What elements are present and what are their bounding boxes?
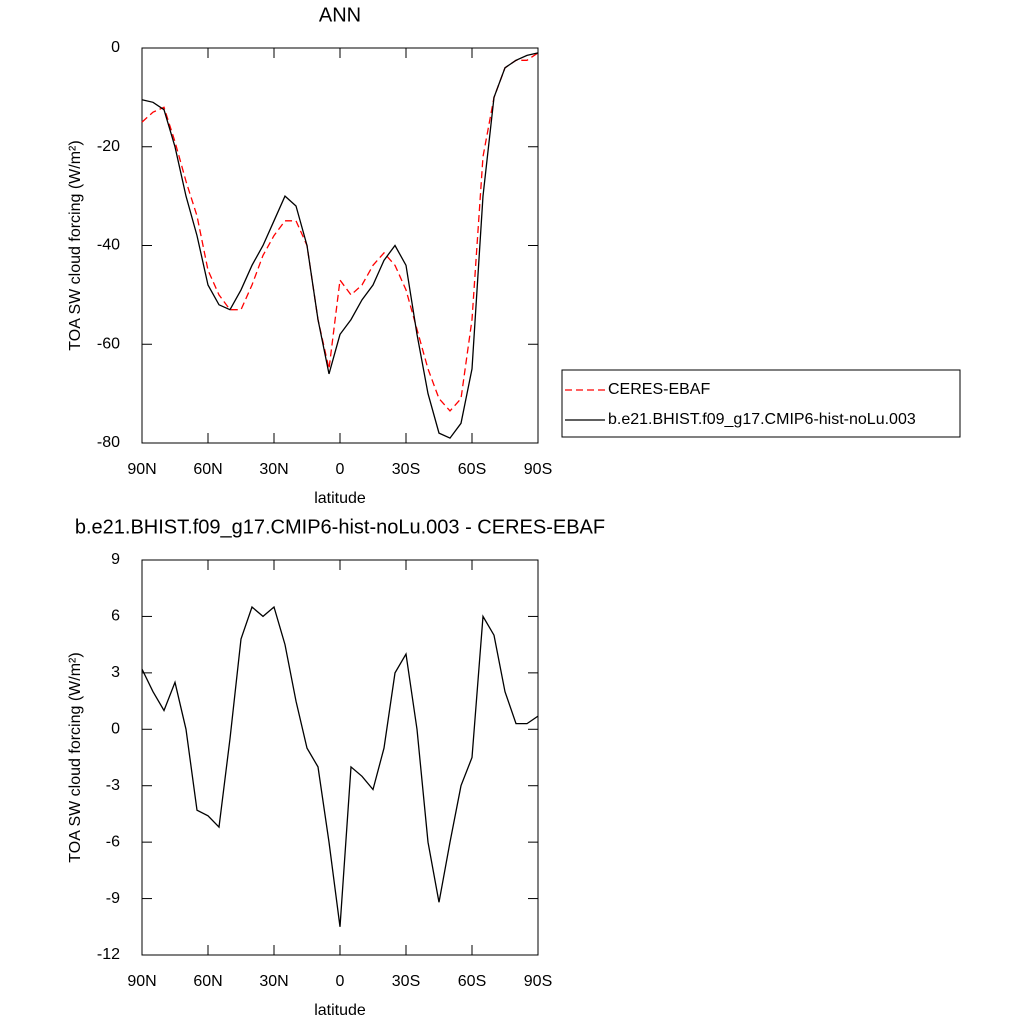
x-tick-label: 30S bbox=[392, 461, 420, 478]
y-axis-label: TOA SW cloud forcing (W/m²) bbox=[67, 652, 84, 862]
chart-title: b.e21.BHIST.f09_g17.CMIP6-hist-noLu.003 … bbox=[75, 516, 605, 538]
x-tick-label: 30N bbox=[259, 973, 288, 990]
x-axis-label: latitude bbox=[314, 490, 366, 507]
legend-label: b.e21.BHIST.f09_g17.CMIP6-hist-noLu.003 bbox=[608, 411, 916, 428]
y-tick-label: 0 bbox=[111, 39, 120, 56]
x-tick-label: 60S bbox=[458, 973, 486, 990]
legend-box bbox=[561, 369, 961, 438]
x-tick-label: 0 bbox=[336, 461, 345, 478]
x-tick-label: 90S bbox=[524, 461, 552, 478]
data-line bbox=[141, 605, 539, 927]
x-tick-label: 90S bbox=[524, 973, 552, 990]
y-axis-label: TOA SW cloud forcing (W/m²) bbox=[67, 140, 84, 350]
x-tick-label: 60N bbox=[193, 973, 222, 990]
plot-frame bbox=[141, 559, 539, 956]
y-tick-label: -3 bbox=[106, 777, 120, 794]
legend-label: CERES-EBAF bbox=[608, 381, 710, 398]
x-tick-label: 90N bbox=[127, 973, 156, 990]
y-tick-label: 0 bbox=[111, 721, 120, 738]
x-axis-label: latitude bbox=[314, 1002, 366, 1019]
data-line bbox=[141, 52, 539, 439]
y-tick-label: -12 bbox=[97, 946, 120, 963]
chart-title: ANN bbox=[319, 4, 361, 26]
y-tick-label: -40 bbox=[97, 237, 120, 254]
y-tick-label: -9 bbox=[106, 890, 120, 907]
y-tick-label: -60 bbox=[97, 335, 120, 352]
y-tick-label: 3 bbox=[111, 664, 120, 681]
y-tick-label: -20 bbox=[97, 138, 120, 155]
y-tick-label: -6 bbox=[106, 833, 120, 850]
x-tick-label: 30S bbox=[392, 973, 420, 990]
x-tick-label: 0 bbox=[336, 973, 345, 990]
plot-frame bbox=[141, 47, 539, 444]
y-tick-label: -80 bbox=[97, 434, 120, 451]
y-tick-label: 9 bbox=[111, 551, 120, 568]
x-tick-label: 30N bbox=[259, 461, 288, 478]
x-tick-label: 60N bbox=[193, 461, 222, 478]
y-tick-label: 6 bbox=[111, 608, 120, 625]
data-line bbox=[141, 52, 539, 412]
x-tick-label: 90N bbox=[127, 461, 156, 478]
x-tick-label: 60S bbox=[458, 461, 486, 478]
